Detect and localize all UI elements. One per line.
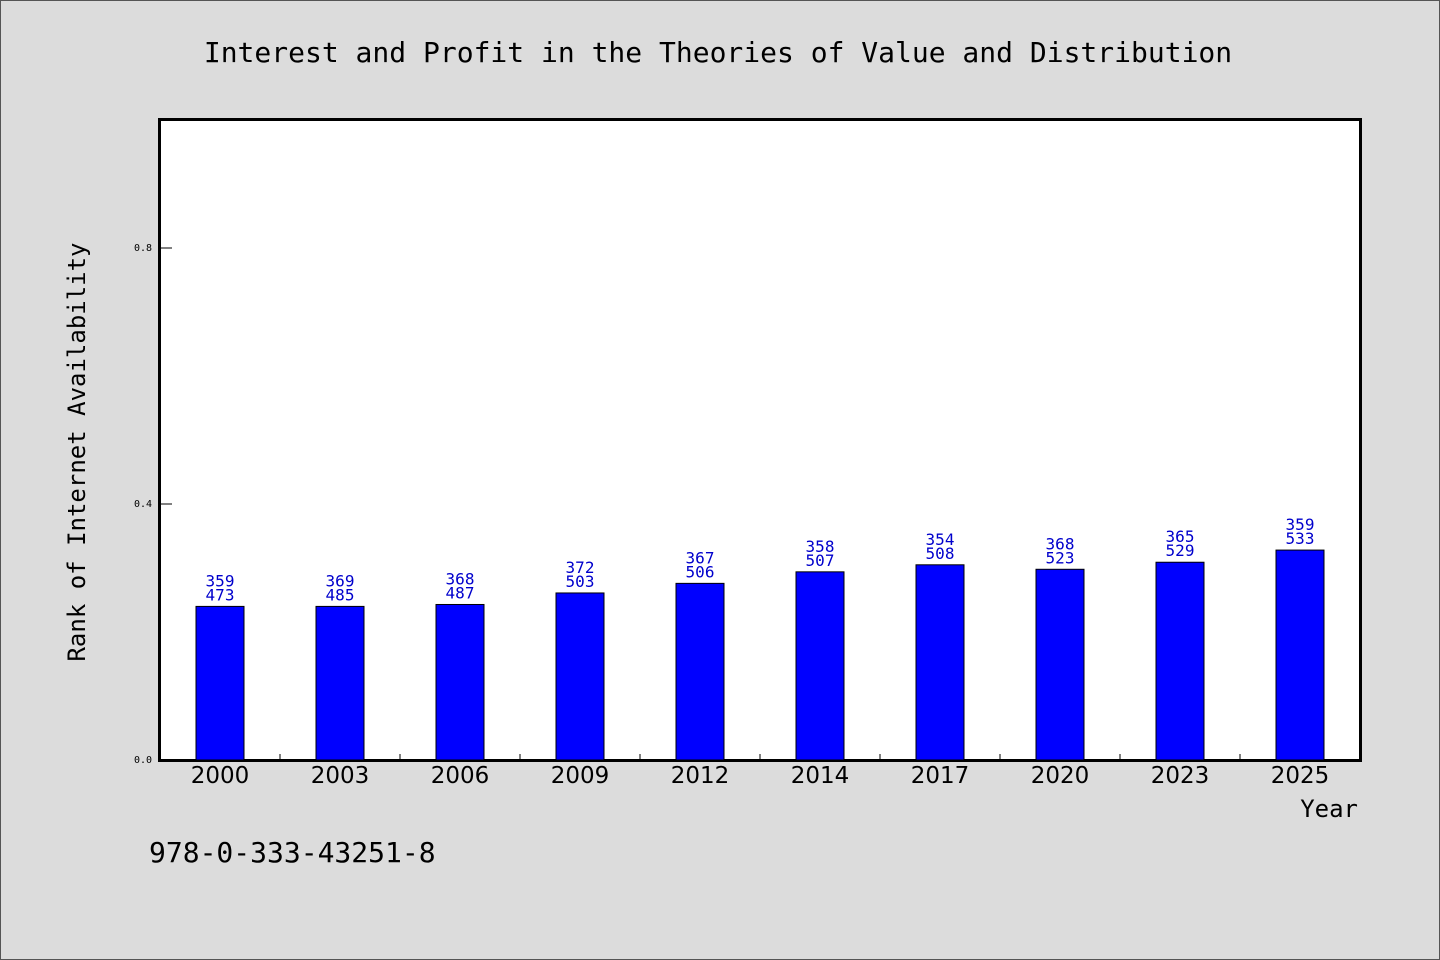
data-label-bottom-2000: 473	[206, 585, 235, 604]
bar-2000	[195, 605, 245, 761]
bar-2003	[315, 605, 365, 761]
data-label-bottom-2014: 507	[806, 551, 835, 570]
y-tick-label: 0.8	[134, 243, 152, 254]
data-labels-group: 3594733694853684873725033675063585073545…	[206, 515, 1315, 604]
data-label-top-2012: 367	[686, 548, 715, 567]
data-label-top-2009: 372	[566, 558, 595, 577]
x-tick-label-2012: 2012	[671, 763, 730, 789]
x-axis: 2000 2003 2006 2009 2012 2014 2017 2020 2023 2025	[191, 754, 1330, 789]
chart-title: Interest and Profit in the Theories of V…	[204, 36, 1232, 69]
bar-2025	[1275, 549, 1325, 761]
bar-2020	[1035, 568, 1085, 761]
bar-2012	[675, 582, 725, 761]
bar-2009	[555, 592, 605, 761]
x-tick-label-2017: 2017	[911, 763, 970, 789]
data-label-top-2025: 359	[1286, 515, 1315, 534]
bar-2023	[1155, 561, 1205, 761]
y-tick-label: 0.4	[134, 499, 152, 510]
data-label-top-2020: 368	[1046, 534, 1075, 553]
data-label-top-2023: 365	[1166, 527, 1195, 546]
isbn-text: 978-0-333-43251-8	[149, 836, 436, 869]
data-label-top-2006: 368	[446, 569, 475, 588]
x-tick-label-2009: 2009	[551, 763, 610, 789]
data-label-bottom-2012: 506	[686, 562, 715, 581]
data-label-top-2017: 354	[926, 530, 955, 549]
x-tick-label-2003: 2003	[311, 763, 370, 789]
bar-2014	[795, 571, 845, 761]
x-tick-label-2023: 2023	[1151, 763, 1210, 789]
bar-2017	[915, 564, 965, 761]
y-tick-label: 0.0	[134, 755, 152, 766]
x-tick-label-2000: 2000	[191, 763, 250, 789]
y-axis-label: Rank of Internet Availability	[63, 242, 91, 661]
data-label-top-2003: 369	[326, 571, 355, 590]
data-label-bottom-2009: 503	[566, 572, 595, 591]
x-tick-label-2006: 2006	[431, 763, 490, 789]
x-tick-label-2020: 2020	[1031, 763, 1090, 789]
data-label-bottom-2020: 523	[1046, 548, 1075, 567]
data-label-top-2014: 358	[806, 537, 835, 556]
data-label-top-2000: 359	[206, 571, 235, 590]
x-tick-label-2025: 2025	[1271, 763, 1330, 789]
data-label-bottom-2006: 487	[446, 583, 475, 602]
y-axis: 0.0 0.4 0.8	[134, 243, 172, 766]
bar-2006	[435, 603, 485, 761]
data-label-bottom-2023: 529	[1166, 541, 1195, 560]
data-label-bottom-2003: 485	[326, 585, 355, 604]
x-tick-label-2014: 2014	[791, 763, 850, 789]
bars-group	[195, 549, 1325, 761]
x-axis-label: Year	[1300, 795, 1358, 823]
data-label-bottom-2025: 533	[1286, 529, 1315, 548]
data-label-bottom-2017: 508	[926, 544, 955, 563]
